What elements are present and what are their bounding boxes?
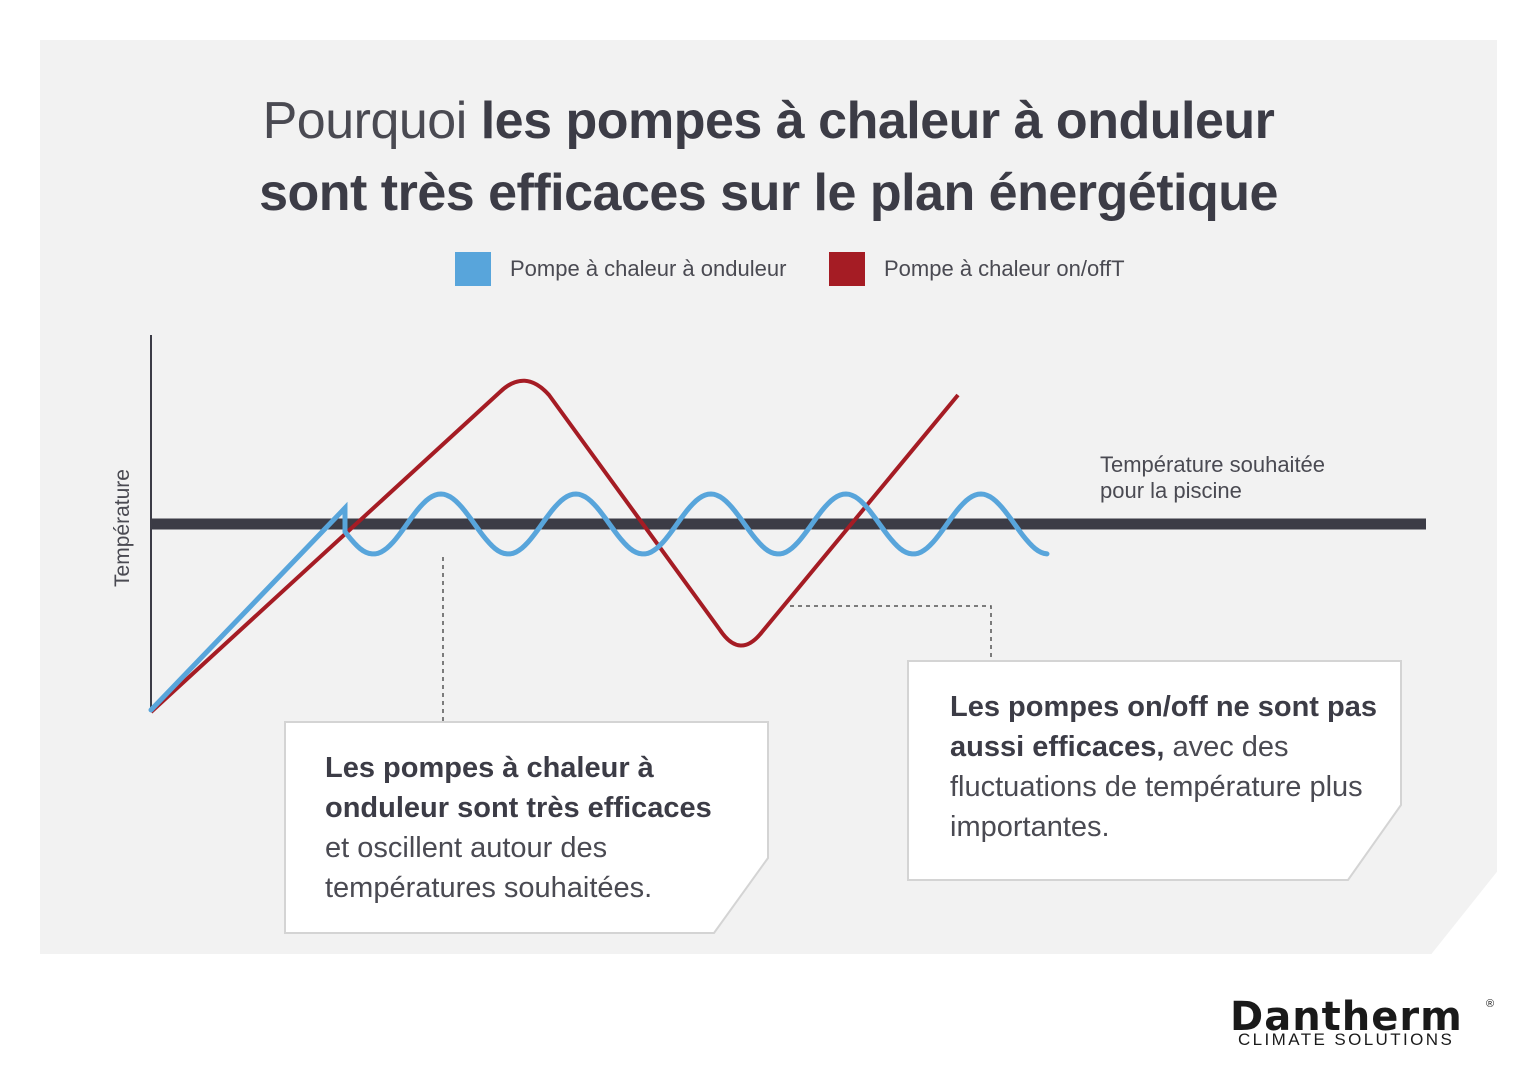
callout-box-inverter — [284, 721, 769, 934]
callout-onoff: Les pompes on/off ne sont pas aussi effi… — [950, 687, 1380, 847]
dantherm-logo: Dantherm ® CLIMATE SOLUTIONS — [1230, 996, 1500, 1052]
title-bold-line2: sont très efficaces sur le plan énergéti… — [259, 164, 1278, 222]
legend-swatch-onoff — [829, 252, 865, 286]
logo-registered-mark: ® — [1486, 998, 1495, 1010]
inverter-series-line — [148, 491, 1050, 713]
onoff-series-line — [149, 378, 960, 714]
legend-swatch-inverter — [455, 252, 491, 286]
target-label-line2: pour la piscine — [1100, 478, 1242, 503]
callout-inverter-text: et oscillent autour des températures sou… — [325, 832, 653, 904]
logo-tagline: CLIMATE SOLUTIONS — [1238, 1030, 1455, 1049]
title-bold-line1: les pompes à chaleur à onduleur — [480, 92, 1275, 150]
y-axis-label: Température — [111, 469, 134, 587]
target-label-line1: Température souhaitée — [1100, 452, 1326, 477]
leader-onoff — [790, 605, 992, 661]
legend-label-inverter: Pompe à chaleur à onduleur — [510, 256, 787, 281]
page-title: Pourquoi les pompes à chaleur à onduleur… — [40, 85, 1497, 229]
title-light: Pourquoi — [262, 92, 481, 150]
logo-wordmark: Dantherm — [1230, 994, 1463, 1040]
target-temperature-label: Température souhaitée pour la piscine — [1100, 452, 1325, 504]
callout-inverter-bold: Les pompes à chaleur à onduleur sont trè… — [325, 752, 712, 824]
legend-label-onoff: Pompe à chaleur on/offT — [884, 256, 1125, 281]
callout-inverter: Les pompes à chaleur à onduleur sont trè… — [325, 748, 725, 908]
callout-onoff-text: avec des fluctuations de température plu… — [950, 731, 1363, 843]
callout-box-onoff — [907, 660, 1402, 881]
callout-onoff-bold: Les pompes on/off ne sont pas aussi effi… — [950, 691, 1377, 763]
